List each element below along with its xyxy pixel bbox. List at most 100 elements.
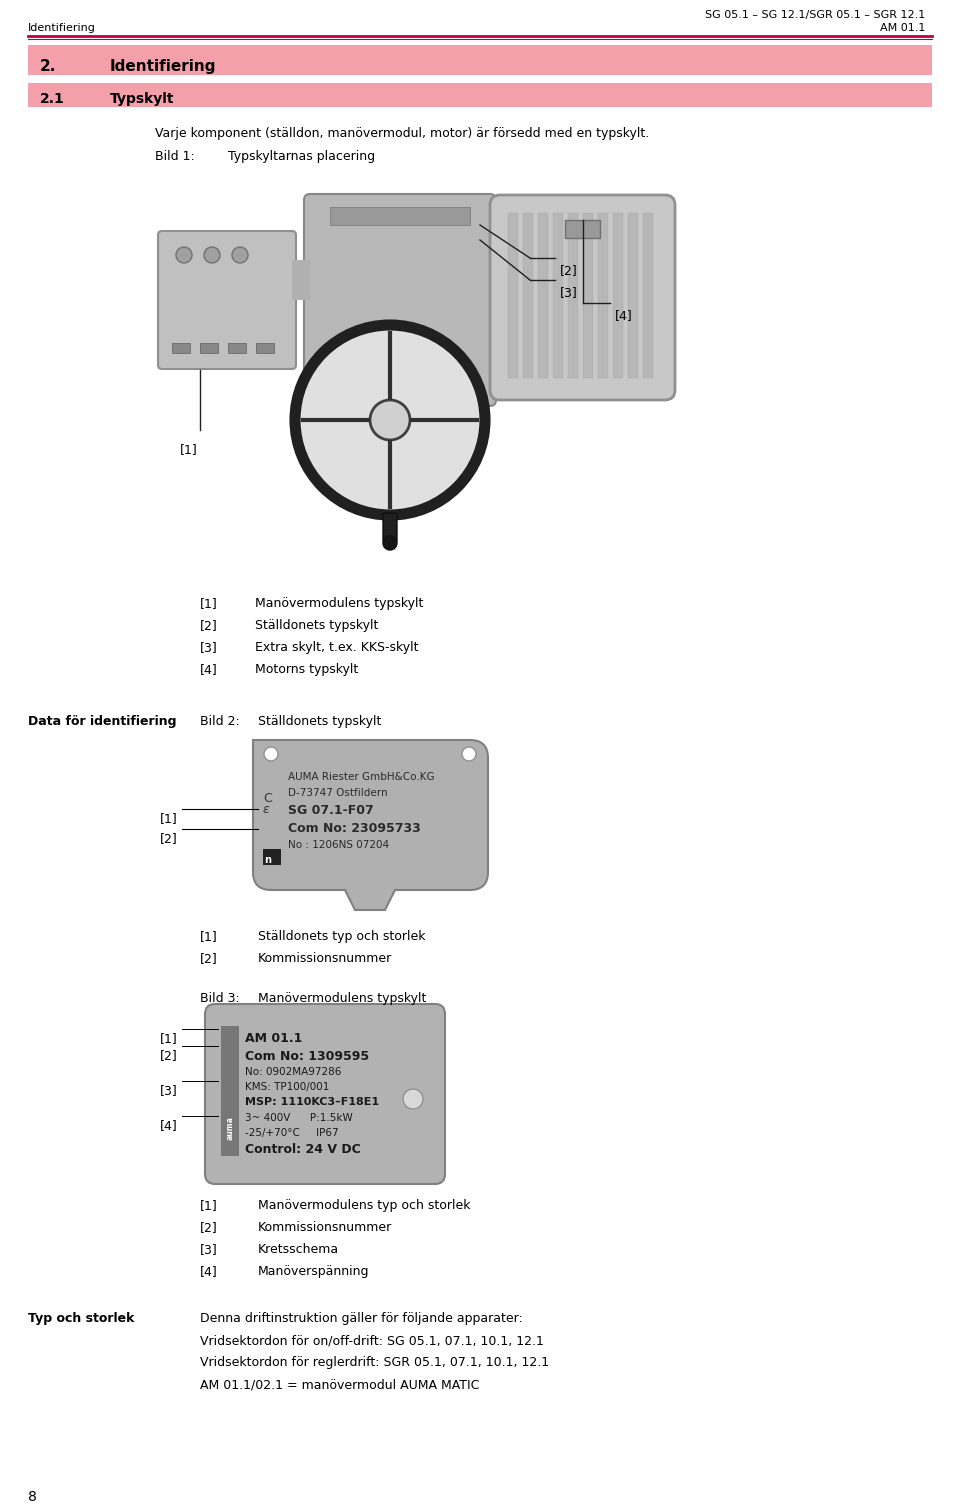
Text: AM 01.1: AM 01.1 bbox=[879, 23, 925, 33]
Text: [4]: [4] bbox=[200, 664, 218, 676]
Text: Ställdonets typskylt: Ställdonets typskylt bbox=[258, 715, 381, 728]
Text: Kretsschema: Kretsschema bbox=[258, 1243, 339, 1257]
Text: Kommissionsnummer: Kommissionsnummer bbox=[258, 953, 393, 965]
Circle shape bbox=[232, 247, 248, 263]
Bar bbox=[553, 214, 563, 378]
Text: [2]: [2] bbox=[160, 832, 178, 844]
Text: [3]: [3] bbox=[560, 286, 578, 299]
FancyBboxPatch shape bbox=[28, 83, 932, 107]
Text: [2]: [2] bbox=[200, 1221, 218, 1234]
Text: Ställdonets typskylt: Ställdonets typskylt bbox=[255, 619, 378, 632]
Text: Bild 1:: Bild 1: bbox=[155, 150, 195, 163]
Bar bbox=[613, 214, 623, 378]
Text: [1]: [1] bbox=[160, 1032, 178, 1044]
FancyBboxPatch shape bbox=[205, 1004, 445, 1184]
Bar bbox=[228, 343, 246, 354]
Text: Kommissionsnummer: Kommissionsnummer bbox=[258, 1221, 393, 1234]
Text: Extra skylt, t.ex. KKS-skylt: Extra skylt, t.ex. KKS-skylt bbox=[255, 641, 419, 655]
FancyBboxPatch shape bbox=[383, 513, 397, 542]
Text: [3]: [3] bbox=[200, 1243, 218, 1257]
Text: Data för identifiering: Data för identifiering bbox=[28, 715, 177, 728]
Text: n: n bbox=[264, 855, 271, 865]
Bar bbox=[643, 214, 653, 378]
Text: Manövermodulens typskylt: Manövermodulens typskylt bbox=[258, 992, 426, 1005]
Text: Typskyltarnas placering: Typskyltarnas placering bbox=[228, 150, 375, 163]
FancyBboxPatch shape bbox=[304, 194, 496, 406]
Circle shape bbox=[290, 321, 490, 521]
Text: Manövermodulens typ och storlek: Manövermodulens typ och storlek bbox=[258, 1199, 470, 1212]
Bar bbox=[568, 214, 578, 378]
Text: Bild 3:: Bild 3: bbox=[200, 992, 240, 1005]
Text: [1]: [1] bbox=[200, 930, 218, 944]
Bar bbox=[508, 214, 518, 378]
Text: Identifiering: Identifiering bbox=[28, 23, 96, 33]
Bar bbox=[583, 214, 593, 378]
Text: [1]: [1] bbox=[180, 442, 198, 456]
Circle shape bbox=[462, 746, 476, 762]
Text: Typskylt: Typskylt bbox=[110, 92, 175, 105]
Text: [2]: [2] bbox=[200, 953, 218, 965]
Text: 3~ 400V      P:1.5kW: 3~ 400V P:1.5kW bbox=[245, 1114, 352, 1123]
Text: Vridsektordon för reglerdrift: SGR 05.1, 07.1, 10.1, 12.1: Vridsektordon för reglerdrift: SGR 05.1,… bbox=[200, 1356, 549, 1370]
Bar bbox=[628, 214, 638, 378]
Text: Identifiering: Identifiering bbox=[110, 59, 217, 74]
Text: Motorns typskylt: Motorns typskylt bbox=[255, 664, 358, 676]
FancyBboxPatch shape bbox=[490, 196, 675, 400]
Text: Com No: 23095733: Com No: 23095733 bbox=[288, 822, 420, 835]
Text: [2]: [2] bbox=[200, 619, 218, 632]
Bar bbox=[263, 849, 281, 865]
Circle shape bbox=[383, 536, 397, 549]
Bar bbox=[330, 208, 470, 226]
Text: D-73747 Ostfildern: D-73747 Ostfildern bbox=[288, 789, 388, 798]
Text: [1]: [1] bbox=[160, 813, 178, 825]
Text: No : 1206NS 07204: No : 1206NS 07204 bbox=[288, 840, 389, 850]
Text: Com No: 1309595: Com No: 1309595 bbox=[245, 1050, 370, 1063]
Text: ε: ε bbox=[263, 804, 270, 816]
Text: Ställdonets typ och storlek: Ställdonets typ och storlek bbox=[258, 930, 425, 944]
Bar bbox=[221, 1026, 239, 1156]
Bar bbox=[565, 220, 600, 238]
Circle shape bbox=[176, 247, 192, 263]
Bar bbox=[172, 343, 190, 354]
Text: MSP: 1110KC3–F18E1: MSP: 1110KC3–F18E1 bbox=[245, 1097, 379, 1108]
Text: No: 0902MA97286: No: 0902MA97286 bbox=[245, 1067, 342, 1078]
Text: [4]: [4] bbox=[615, 309, 633, 322]
Text: Varje komponent (ställdon, manövermodul, motor) är försedd med en typskylt.: Varje komponent (ställdon, manövermodul,… bbox=[155, 126, 649, 140]
Bar bbox=[200, 343, 218, 354]
Text: Vridsektordon för on/off-drift: SG 05.1, 07.1, 10.1, 12.1: Vridsektordon för on/off-drift: SG 05.1,… bbox=[200, 1333, 544, 1347]
Bar bbox=[140, 166, 780, 575]
Text: Typ och storlek: Typ och storlek bbox=[28, 1312, 134, 1324]
Bar bbox=[523, 214, 533, 378]
Text: AUMA Riester GmbH&Co.KG: AUMA Riester GmbH&Co.KG bbox=[288, 772, 435, 783]
Text: [1]: [1] bbox=[200, 597, 218, 610]
Bar bbox=[256, 343, 274, 354]
Text: KMS: TP100/001: KMS: TP100/001 bbox=[245, 1082, 329, 1093]
Bar bbox=[598, 214, 608, 378]
Text: SG 05.1 – SG 12.1/SGR 05.1 – SGR 12.1: SG 05.1 – SG 12.1/SGR 05.1 – SGR 12.1 bbox=[705, 11, 925, 20]
Circle shape bbox=[204, 247, 220, 263]
Text: 2.1: 2.1 bbox=[40, 92, 64, 105]
Text: Denna driftinstruktion gäller för följande apparater:: Denna driftinstruktion gäller för följan… bbox=[200, 1312, 523, 1324]
Bar bbox=[538, 214, 548, 378]
Text: [3]: [3] bbox=[160, 1084, 178, 1097]
Circle shape bbox=[264, 746, 278, 762]
Circle shape bbox=[370, 400, 410, 439]
Text: AM 01.1: AM 01.1 bbox=[245, 1032, 302, 1044]
Text: Manöverspänning: Manöverspänning bbox=[258, 1266, 370, 1278]
Text: [2]: [2] bbox=[160, 1049, 178, 1063]
Text: -25/+70°C     IP67: -25/+70°C IP67 bbox=[245, 1129, 339, 1138]
Text: [4]: [4] bbox=[160, 1120, 178, 1132]
Text: 2.: 2. bbox=[40, 59, 57, 74]
Text: AM 01.1/02.1 = manövermodul AUMA MATIC: AM 01.1/02.1 = manövermodul AUMA MATIC bbox=[200, 1379, 479, 1391]
Text: auma: auma bbox=[226, 1117, 234, 1139]
Text: Control: 24 V DC: Control: 24 V DC bbox=[245, 1142, 361, 1156]
Text: SG 07.1-F07: SG 07.1-F07 bbox=[288, 804, 373, 817]
Bar bbox=[292, 260, 310, 299]
Text: Manövermodulens typskylt: Manövermodulens typskylt bbox=[255, 597, 423, 610]
Text: 8: 8 bbox=[28, 1490, 36, 1503]
Text: [3]: [3] bbox=[200, 641, 218, 655]
Text: [2]: [2] bbox=[560, 263, 578, 277]
Circle shape bbox=[403, 1090, 423, 1109]
Text: C: C bbox=[263, 792, 272, 805]
Text: [4]: [4] bbox=[200, 1266, 218, 1278]
